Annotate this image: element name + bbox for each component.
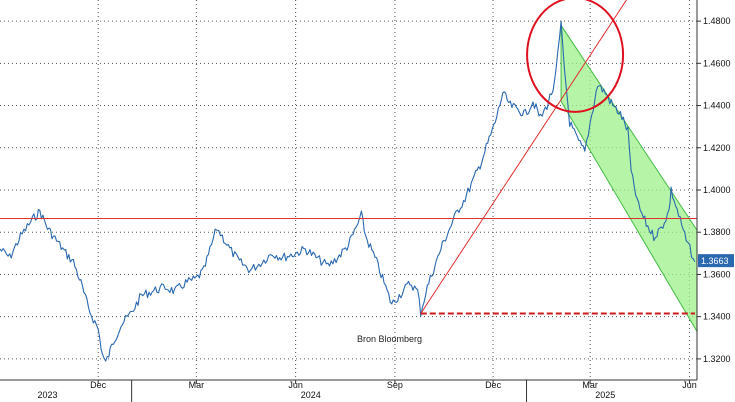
last-value-label: 1.3663 [701,256,729,266]
x-tick-label: Dec [90,380,107,390]
highlight-circle [526,0,625,113]
channel-fill [561,25,697,332]
year-label: 2023 [37,390,57,400]
rising-trend-line [420,0,628,314]
gridlines [0,0,697,380]
x-tick-label: Jun [682,380,697,390]
last-value-badge: 1.3663 [698,254,734,268]
y-axis-ticks: 1.3200 1.3400 1.3600 1.3800 1.4000 1.4200 1.44… [697,16,731,364]
series-line [0,20,696,362]
channel-lower-line [560,101,698,332]
x-tick-label: Mar [582,380,598,390]
x-tick-label: Jun [288,380,303,390]
y-tick-label: 1.4000 [703,185,731,195]
price-series [0,20,696,362]
y-tick-label: 1.4200 [703,143,731,153]
y-tick-label: 1.4800 [703,16,731,26]
x-axis-ticks: Dec Mar Jun Sep Dec Mar Jun 2023 2024 2025 [37,380,697,402]
year-label: 2025 [595,390,615,400]
x-tick-label: Sep [387,380,403,390]
y-tick-label: 1.3800 [703,227,731,237]
y-tick-label: 1.3200 [703,354,731,364]
annotation-lines [0,0,697,315]
channel-upper-line [560,25,698,231]
year-label: 2024 [301,390,321,400]
y-tick-label: 1.4400 [703,101,731,111]
y-tick-label: 1.4600 [703,58,731,68]
x-tick-label: Mar [189,380,205,390]
y-tick-label: 1.3600 [703,269,731,279]
y-tick-label: 1.3400 [703,312,731,322]
trend-channel [560,25,698,332]
x-tick-label: Dec [485,380,502,390]
source-label: Bron Bloomberg [357,334,422,344]
